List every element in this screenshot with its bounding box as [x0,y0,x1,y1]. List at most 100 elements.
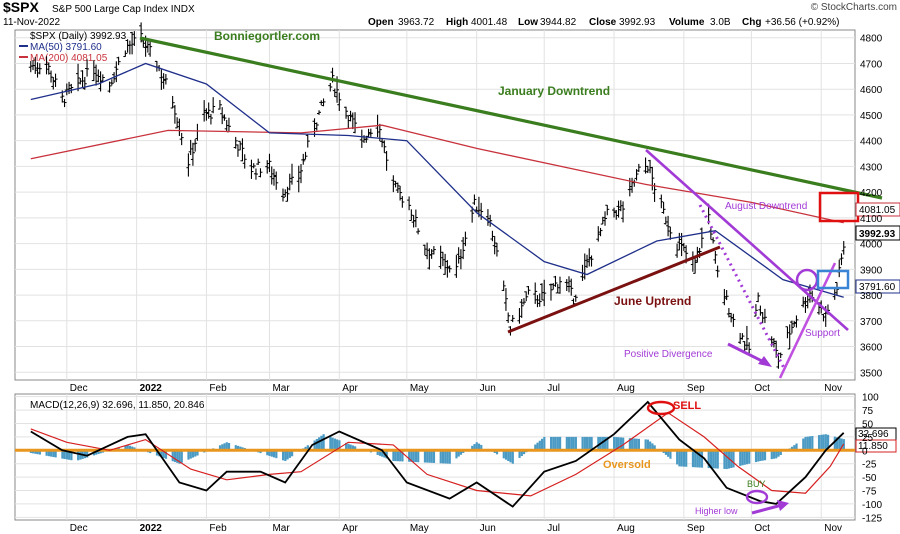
price-tick-label: 4600 [860,85,883,96]
price-month-label: Oct [754,383,770,394]
macd-histogram-bar [239,446,242,451]
volume-value: 3.0B [710,17,731,28]
macd-month-label: Aug [617,523,635,534]
macd-tick-label: -50 [862,473,877,484]
macd-month-label: Jul [547,523,560,534]
macd-histogram-bar [401,450,404,462]
macd-histogram-bar [540,438,544,451]
support-line [778,262,837,379]
macd-histogram-bar [502,450,505,459]
macd-month-label: Apr [342,523,358,534]
macd-histogram-bar [223,443,226,451]
macd-histogram-bar [725,450,728,470]
macd-histogram-bar [155,450,159,456]
macd-histogram-bar [275,450,278,459]
macd-histogram-bar [385,450,388,459]
macd-histogram-bar [272,450,276,458]
macd-histogram-bar [678,450,681,467]
macd-histogram-bar [178,450,181,464]
macd-histogram-bar [565,436,568,451]
legend-price: $SPX (Daily) 3992.93 [30,31,127,42]
macd-histogram-bar [741,450,744,466]
divergence-dotted-line [698,204,787,371]
macd-histogram-bar [329,436,332,451]
macd-histogram-bar [180,450,183,463]
ma50-line [30,62,844,298]
macd-histogram-bar [378,450,382,456]
price-tick-label: 3700 [860,317,883,328]
divergence-arrowhead [758,356,772,367]
macd-histogram-bar [504,450,508,460]
macd-histogram-bar [455,450,458,459]
macd-histogram-bar [777,450,780,457]
signal-tag-box [855,439,897,453]
macd-tick-label: 50 [862,419,874,430]
macd-histogram-bar [601,436,604,451]
support-annotation: Support [805,328,840,339]
low-label: Low [518,17,538,28]
macd-histogram-bar [95,450,98,455]
macd-month-label: Feb [209,523,227,534]
macd-histogram-bar [439,450,442,464]
macd-histogram-bar [567,436,571,451]
macd-month-label: Dec [70,523,88,534]
sell-circle [646,400,676,416]
macd-histogram-bar [709,450,713,469]
blue-box-marker [816,269,850,290]
macd-histogram-bar [65,450,68,460]
macd-histogram-bar [473,444,476,451]
macd-histogram-bar [99,450,102,454]
macd-histogram-bar [649,441,652,451]
macd-histogram-bar [790,446,794,451]
macd-histogram-bar [667,450,670,457]
macd-histogram-bar [286,450,289,460]
macd-histogram-bar [414,450,418,463]
macd-histogram-bar [412,450,415,462]
macd-histogram-bar [761,450,764,461]
macd-histogram-bar [779,450,782,456]
macd-histogram-bar [376,450,379,455]
price-month-label: Apr [342,383,358,394]
macd-month-labels: Dec 2022 Feb Mar Apr May Jun Jul Aug Sep Oct Nov [70,523,842,534]
annotations-price: Bonniegortler.com January Downtrend Augu… [139,29,883,379]
macd-histogram-bar [290,450,294,457]
price-tick-label: 4400 [860,137,883,148]
macd-tick-label: 100 [862,393,879,404]
macd-axis: -125 -100 -75 -50 -25 0 25 50 75 100 [862,393,882,525]
open-value: 3963.72 [398,17,435,28]
macd-histogram-bar [333,438,336,451]
macd-histogram-bar [399,450,402,462]
close-value: 3992.93 [619,17,656,28]
macd-histogram-bar [651,443,654,451]
macd-histogram-bar [536,442,539,451]
macd-histogram-bar [160,450,163,458]
macd-histogram-bar [288,450,291,458]
macd-month-label: Mar [272,523,290,534]
macd-histogram-bar [646,439,650,451]
macd-histogram-bar [664,450,668,455]
macd-histogram-bar [723,450,726,469]
macd-histogram-bar [97,450,100,455]
close-tag-box [855,225,900,241]
macd-histogram-bar [318,437,321,451]
macd-histogram-bar [770,450,773,460]
macd-histogram-bar [653,445,656,451]
macd-histogram-bar [759,450,762,462]
macd-signal-line [30,412,845,497]
macd-histogram-bar [306,445,309,451]
close-tag: 3992.93 [859,229,896,240]
macd-histogram-bar [716,450,719,469]
macd-histogram-bar [34,450,37,454]
macd-histogram-bar [347,443,350,451]
macd-histogram-bar [714,450,717,469]
macd-histogram-bar [426,450,429,463]
macd-histogram-bar [128,445,132,451]
macd-histogram-bar [47,450,50,457]
macd-histogram-bar [430,450,433,463]
january-annotation: January Downtrend [498,84,610,98]
macd-histogram-bar [572,436,575,451]
macd-histogram-bar [685,450,688,467]
higher-low-arrow-line [751,503,783,515]
price-month-labels: Dec 2022 Feb Mar Apr May Jun Jul Aug Sep Oct Nov [70,383,842,394]
macd-histogram-bar [509,450,512,463]
